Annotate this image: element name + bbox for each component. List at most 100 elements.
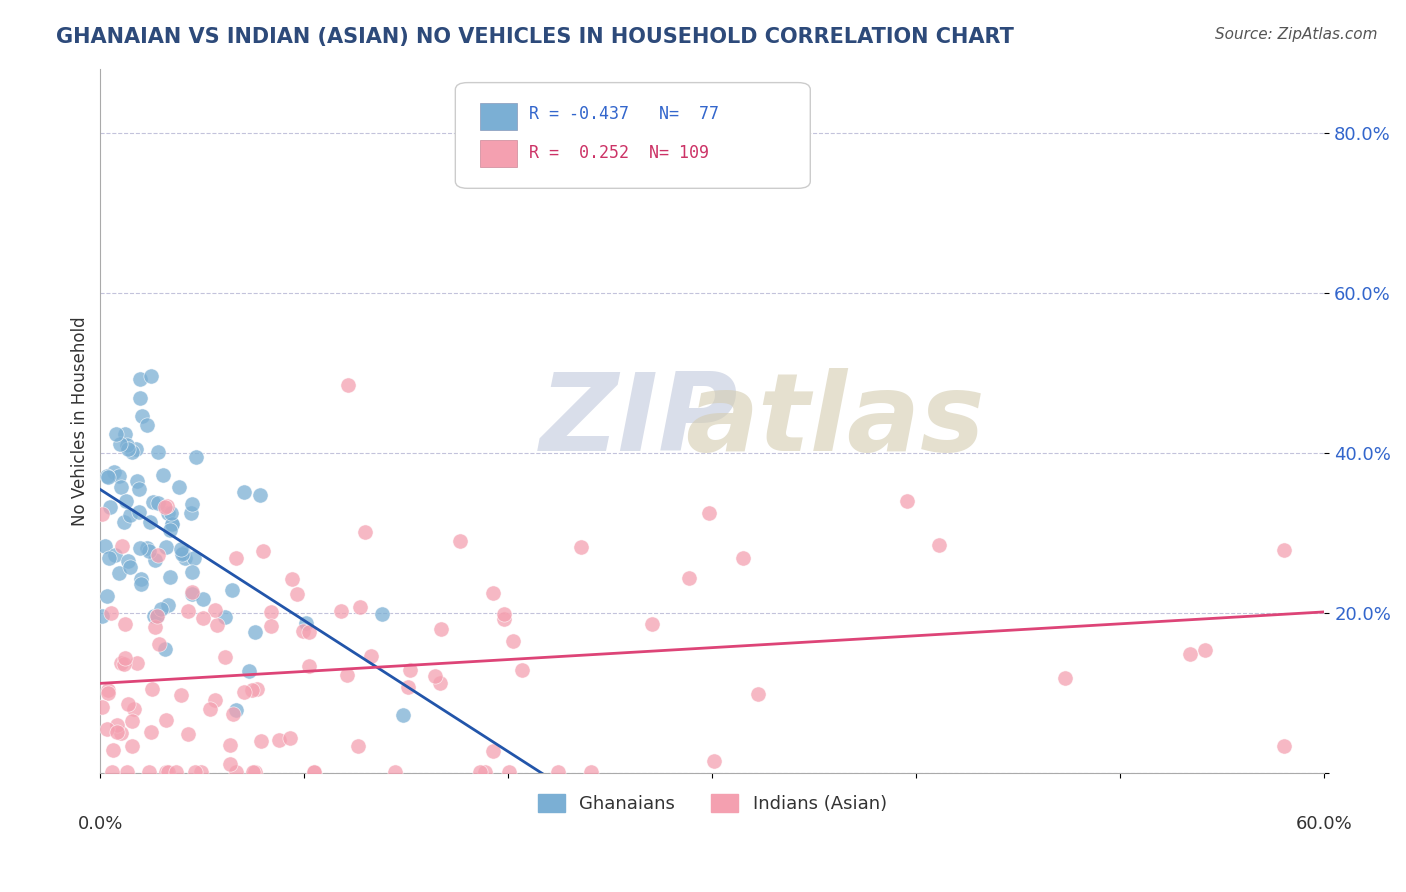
Point — [165, 765, 187, 780]
Point — [169, 480, 191, 494]
Point — [180, 506, 202, 520]
Point — [928, 538, 950, 552]
Point — [145, 609, 167, 624]
Point — [104, 548, 127, 562]
Point — [298, 625, 321, 640]
Text: 0.0%: 0.0% — [77, 815, 124, 833]
Point — [155, 765, 177, 780]
Point — [120, 508, 142, 522]
Point — [125, 442, 148, 456]
Point — [177, 604, 200, 618]
Point — [260, 605, 283, 619]
Point — [153, 642, 176, 657]
Point — [678, 571, 700, 585]
Point — [128, 506, 150, 520]
Point — [98, 500, 121, 514]
Point — [429, 676, 451, 690]
Point — [510, 664, 533, 678]
Point — [129, 577, 152, 591]
Point — [101, 743, 124, 757]
Point — [218, 738, 240, 752]
Text: ZIP: ZIP — [540, 368, 738, 474]
Point — [200, 702, 222, 716]
Bar — [479, 140, 516, 167]
Point — [204, 693, 226, 707]
Point — [641, 616, 664, 631]
Point — [157, 765, 180, 780]
Point — [145, 620, 167, 634]
Point — [104, 426, 127, 441]
Point — [121, 444, 143, 458]
Point — [107, 566, 129, 580]
Point — [174, 551, 197, 566]
Point — [482, 586, 505, 600]
Point — [191, 611, 214, 625]
Point — [93, 539, 115, 553]
Point — [243, 625, 266, 640]
Point — [97, 686, 120, 700]
Point — [204, 603, 226, 617]
Point — [184, 450, 207, 464]
Point — [121, 714, 143, 728]
Point — [110, 656, 132, 670]
Point — [159, 506, 181, 520]
Point — [160, 516, 183, 531]
Point — [430, 622, 453, 636]
Point — [117, 698, 139, 712]
FancyBboxPatch shape — [456, 83, 810, 188]
Point — [498, 765, 520, 780]
Point — [494, 607, 516, 621]
Point — [1178, 647, 1201, 661]
Point — [371, 607, 394, 622]
Point — [148, 637, 170, 651]
Point — [482, 744, 505, 758]
Point — [1272, 739, 1295, 753]
Point — [214, 649, 236, 664]
Point — [125, 475, 148, 489]
Point — [347, 739, 370, 754]
Point — [96, 469, 118, 483]
Point — [1054, 671, 1077, 685]
Point — [225, 551, 247, 566]
Point — [111, 539, 134, 553]
Point — [896, 494, 918, 508]
Point — [470, 765, 492, 780]
Point — [336, 668, 359, 682]
Point — [304, 765, 326, 780]
Point — [177, 727, 200, 741]
Point — [181, 497, 204, 511]
Point — [146, 445, 169, 459]
Point — [103, 465, 125, 479]
Point — [115, 437, 138, 451]
Point — [117, 554, 139, 568]
Point — [114, 650, 136, 665]
Point — [142, 495, 165, 509]
Point — [184, 765, 207, 780]
Point — [110, 437, 132, 451]
Point — [260, 619, 283, 633]
Point — [136, 541, 159, 555]
Point — [252, 543, 274, 558]
Legend: Ghanaians, Indians (Asian): Ghanaians, Indians (Asian) — [530, 787, 894, 821]
Point — [233, 484, 256, 499]
Point — [138, 765, 160, 780]
Point — [138, 544, 160, 558]
Point — [354, 524, 377, 539]
Point — [703, 754, 725, 768]
Point — [129, 371, 152, 385]
Text: 60.0%: 60.0% — [1296, 815, 1353, 833]
Point — [101, 765, 124, 780]
Point — [502, 633, 524, 648]
Point — [159, 570, 181, 584]
Point — [110, 726, 132, 740]
Point — [122, 702, 145, 716]
Point — [100, 607, 122, 621]
Point — [349, 599, 371, 614]
Point — [121, 739, 143, 753]
Point — [131, 409, 153, 423]
Point — [225, 703, 247, 717]
Point — [172, 546, 194, 560]
Point — [128, 391, 150, 405]
Point — [160, 516, 183, 531]
Point — [232, 684, 254, 698]
